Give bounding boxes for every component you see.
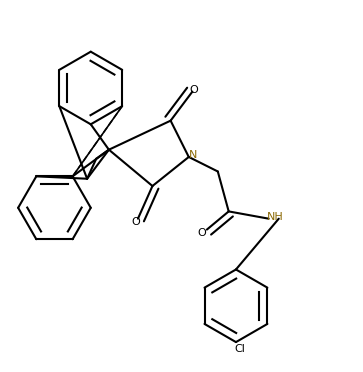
Text: Cl: Cl bbox=[234, 344, 245, 355]
Text: O: O bbox=[197, 228, 206, 238]
Text: O: O bbox=[132, 217, 140, 227]
Text: O: O bbox=[190, 85, 199, 95]
Text: N: N bbox=[189, 150, 197, 160]
Text: NH: NH bbox=[267, 212, 284, 222]
